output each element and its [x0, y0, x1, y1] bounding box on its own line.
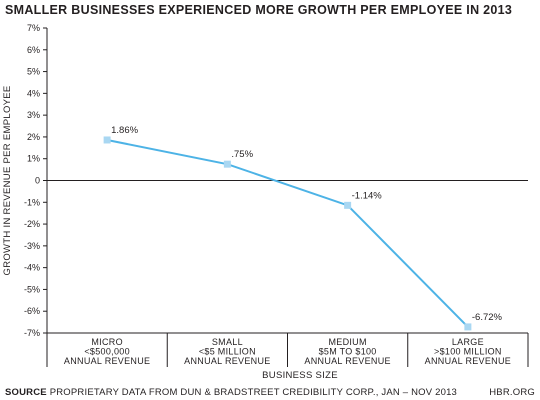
data-labels: 1.86% .75% -1.14% -6.72%	[111, 125, 502, 323]
x-tick-label-line: ANNUAL REVENUE	[184, 356, 270, 366]
y-tick-label: -7%	[24, 328, 40, 338]
source-text: PROPRIETARY DATA FROM DUN & BRADSTREET C…	[49, 387, 458, 398]
x-tick-label-line: >$100 MILLION	[434, 347, 502, 357]
y-axis-label: GROWTH IN REVENUE PER EMPLOYEE	[2, 85, 13, 276]
y-tick-label: 2%	[27, 132, 40, 142]
data-point	[223, 160, 231, 168]
y-tick-label: -6%	[24, 306, 40, 316]
y-axis-ticks: 7% 6% 5% 4% 3% 2% 1% 0 -1% -2% -3% -4% -5% -6% -7%	[24, 23, 47, 338]
y-tick-label: 6%	[27, 45, 40, 55]
x-tick-label-line: <$5 MILLION	[199, 347, 256, 357]
y-tick-label: 3%	[27, 110, 40, 120]
axes	[46, 28, 528, 334]
y-tick-label: -1%	[24, 197, 40, 207]
series-line	[106, 138, 469, 328]
chart-title: SMALLER BUSINESSES EXPERIENCED MORE GROW…	[5, 3, 513, 17]
x-tick-label-line: SMALL	[212, 337, 243, 347]
x-tick-label-line: $5M TO $100	[319, 347, 377, 357]
x-tick-label: SMALL <$5 MILLION ANNUAL REVENUE	[184, 337, 270, 366]
y-tick-label: 5%	[27, 67, 40, 77]
y-tick-label: 7%	[27, 23, 40, 33]
x-tick-label-line: LARGE	[452, 337, 484, 347]
x-tick-label-line: ANNUAL REVENUE	[64, 356, 150, 366]
x-tick-label-line: MICRO	[91, 337, 123, 347]
data-label: -6.72%	[472, 312, 503, 323]
x-tick-label: MEDIUM $5M TO $100 ANNUAL REVENUE	[304, 337, 390, 366]
y-tick-label: 1%	[27, 154, 40, 164]
data-label: 1.86%	[111, 125, 138, 136]
y-tick-label: -2%	[24, 219, 40, 229]
source-label: SOURCE	[5, 387, 47, 398]
credit-text: HBR.ORG	[489, 387, 535, 398]
y-tick-label: -5%	[24, 284, 40, 294]
x-tick-label: MICRO <$500,000 ANNUAL REVENUE	[64, 337, 150, 366]
data-point	[344, 201, 352, 209]
y-tick-label: 4%	[27, 88, 40, 98]
footer: SOURCE PROPRIETARY DATA FROM DUN & BRADS…	[5, 387, 535, 398]
x-tick-label-line: ANNUAL REVENUE	[425, 356, 511, 366]
x-tick-label: LARGE >$100 MILLION ANNUAL REVENUE	[425, 337, 511, 366]
y-tick-label: 0	[35, 176, 40, 186]
y-tick-label: -3%	[24, 241, 40, 251]
y-tick-label: -4%	[24, 263, 40, 273]
x-tick-label-line: <$500,000	[84, 347, 130, 357]
x-tick-label-line: ANNUAL REVENUE	[304, 356, 390, 366]
data-label: .75%	[231, 149, 253, 160]
x-axis-label: BUSINESS SIZE	[262, 370, 338, 381]
data-series	[103, 136, 472, 331]
data-label: -1.14%	[352, 190, 383, 201]
data-point	[464, 323, 472, 331]
data-point	[103, 136, 111, 144]
x-tick-label-line: MEDIUM	[328, 337, 366, 347]
